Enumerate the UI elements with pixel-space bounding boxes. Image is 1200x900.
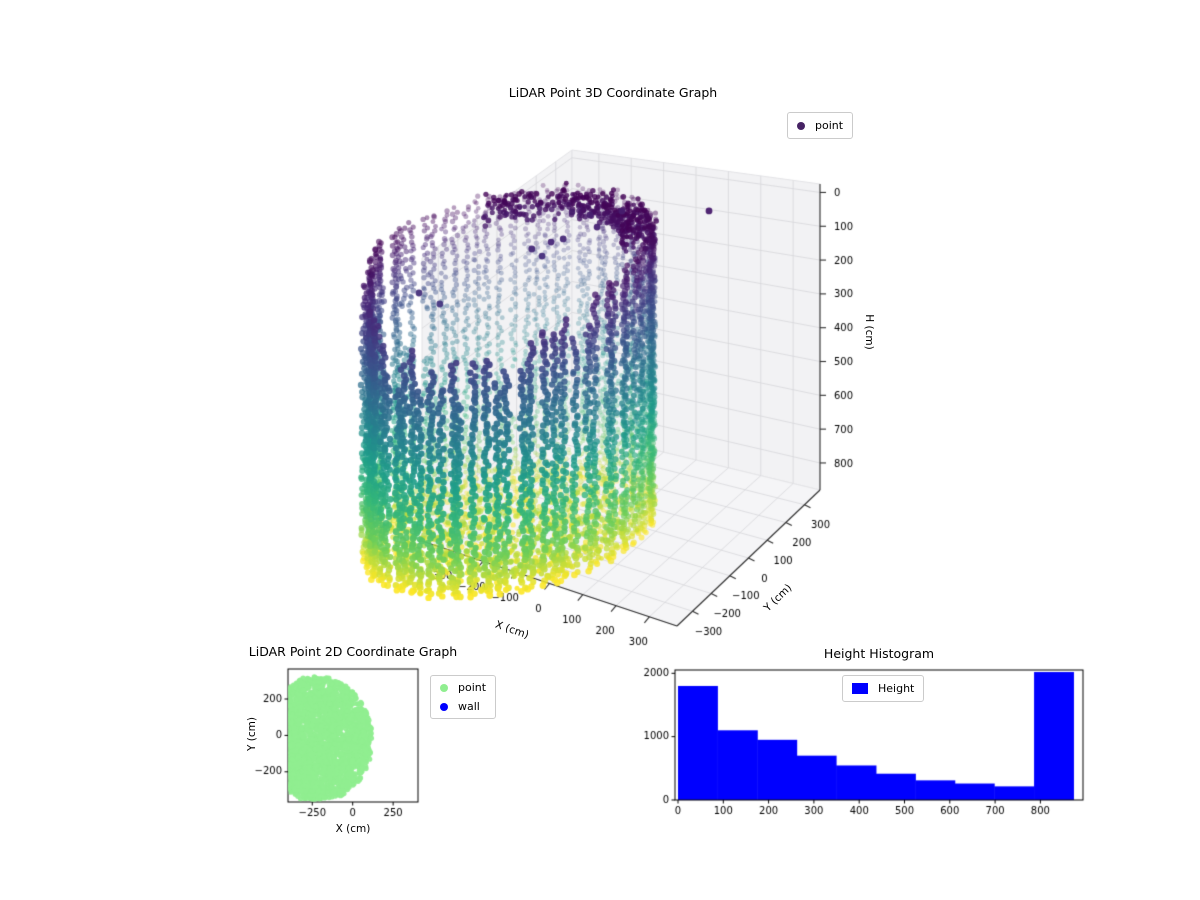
plot2d-xlabel: X (cm) — [335, 823, 371, 835]
point-marker-icon — [797, 121, 805, 130]
wall-marker-icon — [440, 702, 448, 711]
legend-label-wall: wall — [458, 700, 480, 713]
plot3d-legend: point — [787, 112, 854, 139]
plot3d-zlabel: H (cm) — [863, 314, 875, 350]
legend-label-point: point — [458, 681, 487, 694]
legend-label-point: point — [815, 119, 844, 132]
legend-item-wall: wall — [431, 697, 495, 716]
height-patch-icon — [852, 683, 868, 694]
histogram-title: Height Histogram — [823, 646, 935, 661]
plot3d-title: LiDAR Point 3D Coordinate Graph — [508, 85, 718, 100]
plot2d-legend: point wall — [430, 675, 497, 719]
plot2d-ylabel: Y (cm) — [246, 717, 258, 751]
legend-label-height: Height — [878, 682, 915, 695]
legend-item-point: point — [431, 678, 495, 697]
histogram-legend: Height — [842, 675, 925, 702]
plot2d-title: LiDAR Point 2D Coordinate Graph — [248, 644, 458, 659]
legend-item-point: point — [788, 116, 852, 135]
point-marker-icon — [440, 683, 448, 692]
legend-item-height: Height — [843, 679, 923, 698]
